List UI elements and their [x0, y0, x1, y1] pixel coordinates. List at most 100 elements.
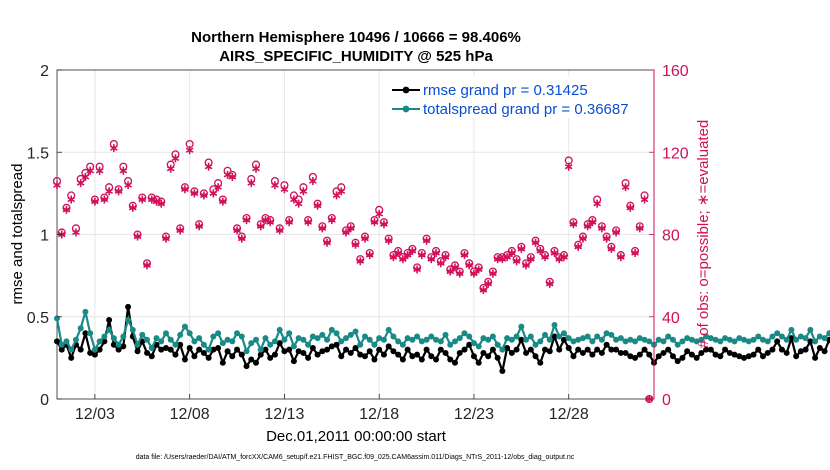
totalspread-point	[139, 331, 146, 338]
totalspread-point	[167, 336, 174, 343]
obs-evaluated-marker	[209, 189, 218, 198]
y-tick-label-right: 120	[662, 145, 689, 162]
rmse-point	[741, 354, 748, 361]
rmse-point	[77, 346, 84, 353]
rmse-point	[181, 356, 188, 363]
totalspread-point	[584, 333, 591, 340]
totalspread-point	[632, 338, 639, 345]
totalspread-point	[267, 341, 274, 348]
totalspread-point	[328, 326, 335, 333]
obs-evaluated-marker	[266, 218, 275, 227]
totalspread-point	[134, 341, 141, 348]
x-tick-label: 12/13	[264, 406, 304, 423]
rmse-point	[688, 351, 695, 358]
obs-evaluated-marker	[190, 189, 199, 198]
obs-evaluated-marker	[517, 244, 526, 253]
rmse-point	[167, 346, 174, 353]
rmse-point	[470, 353, 477, 360]
totalspread-point	[319, 331, 326, 338]
rmse-point	[617, 349, 624, 356]
obs-evaluated-marker	[67, 195, 76, 204]
rmse-point	[764, 349, 771, 356]
rmse-point	[579, 349, 586, 356]
legend-label-totalspread: totalspread grand pr = 0.36687	[423, 101, 629, 118]
totalspread-point	[722, 335, 729, 342]
rmse-point	[755, 346, 762, 353]
rmse-point	[82, 330, 89, 337]
totalspread-point	[698, 336, 705, 343]
obs-evaluated-marker	[256, 222, 265, 231]
obs-evaluated-marker	[200, 191, 208, 200]
rmse-point	[390, 348, 397, 355]
rmse-point	[423, 346, 430, 353]
rmse-point	[508, 349, 515, 356]
legend-box	[389, 75, 653, 119]
rmse-point	[674, 358, 681, 365]
totalspread-point	[570, 338, 577, 345]
obs-evaluated-marker	[432, 249, 440, 258]
rmse-point	[229, 353, 236, 360]
y-tick-label-right: 40	[662, 310, 680, 327]
rmse-point	[646, 351, 653, 358]
totalspread-point	[679, 338, 686, 345]
totalspread-point	[210, 333, 217, 340]
obs-evaluated-marker	[526, 255, 535, 264]
totalspread-point	[215, 330, 222, 337]
obs-evaluated-marker	[550, 249, 559, 258]
obs-evaluated-marker	[95, 166, 104, 175]
rmse-point	[91, 351, 98, 358]
rmse-point	[551, 333, 558, 340]
obs-evaluated-marker	[143, 261, 151, 270]
totalspread-point	[77, 325, 84, 332]
obs-evaluated-marker	[171, 154, 180, 163]
totalspread-point	[281, 336, 288, 343]
totalspread-point	[499, 346, 506, 353]
obs-evaluated-marker	[370, 218, 379, 227]
rmse-point	[518, 336, 525, 343]
series-layer	[54, 303, 830, 375]
obs-evaluated-marker	[133, 232, 142, 241]
totalspread-point	[380, 336, 387, 343]
totalspread-point	[87, 330, 94, 337]
rmse-point	[366, 348, 373, 355]
obs-evaluated-marker	[299, 187, 308, 196]
obs-evaluated-marker	[237, 234, 246, 243]
obs-evaluated-marker	[465, 261, 474, 270]
totalspread-point	[598, 336, 605, 343]
rmse-point	[759, 353, 766, 360]
totalspread-point	[186, 330, 193, 337]
chart-title: Northern Hemisphere 10496 / 10666 = 98.4…	[191, 29, 521, 46]
totalspread-point	[726, 336, 733, 343]
rmse-point	[598, 349, 605, 356]
rmse-point	[54, 338, 60, 345]
rmse-point	[466, 341, 473, 348]
rmse-point	[215, 345, 222, 352]
rmse-point	[314, 351, 321, 358]
rmse-point	[594, 346, 601, 353]
totalspread-point	[542, 331, 549, 338]
obs-evaluated-marker	[408, 246, 417, 255]
totalspread-point	[741, 336, 748, 343]
totalspread-point	[219, 340, 226, 347]
totalspread-point	[54, 315, 60, 322]
rmse-point	[556, 346, 563, 353]
totalspread-point	[110, 335, 117, 342]
obs-count-layer	[52, 139, 654, 404]
totalspread-point	[608, 331, 615, 338]
totalspread-point	[660, 338, 667, 345]
totalspread-point	[508, 336, 515, 343]
totalspread-point	[63, 338, 70, 345]
totalspread-point	[181, 323, 188, 330]
totalspread-point	[68, 346, 75, 353]
obs-evaluated-marker	[313, 201, 322, 210]
obs-evaluated-marker	[233, 226, 241, 235]
obs-evaluated-marker	[181, 185, 189, 194]
obs-evaluated-marker	[602, 234, 611, 243]
totalspread-point	[385, 326, 392, 333]
rmse-point	[452, 359, 458, 366]
rmse-point	[257, 351, 264, 358]
rmse-point	[404, 346, 411, 353]
rmse-point	[238, 351, 245, 358]
rmse-point	[527, 346, 534, 353]
y-tick-label-left: 0	[40, 392, 49, 409]
